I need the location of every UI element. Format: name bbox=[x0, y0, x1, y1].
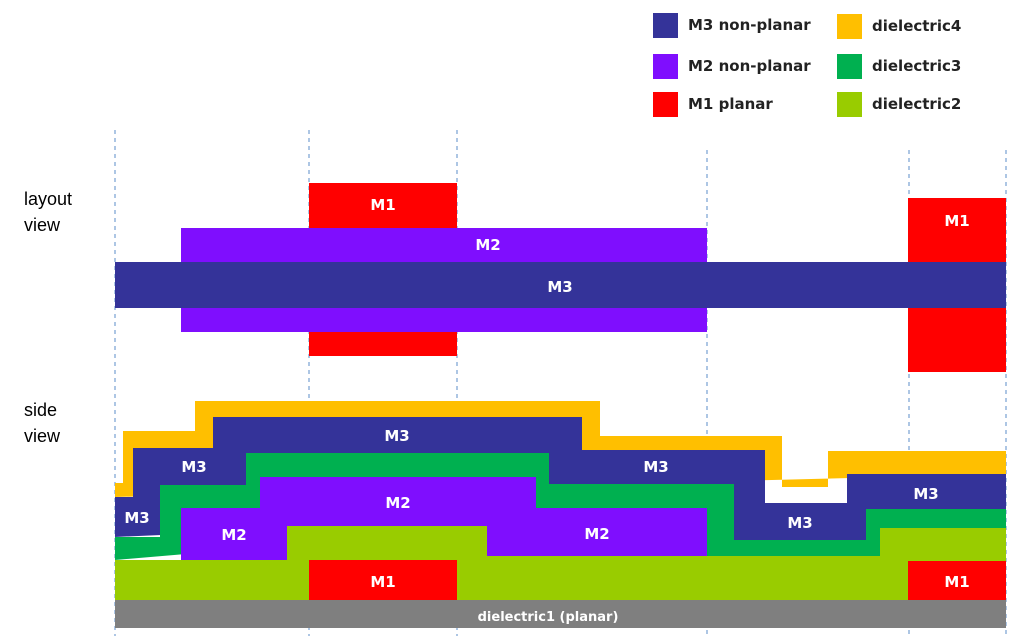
side-view-label-line2: view bbox=[24, 426, 61, 446]
legend-label: dielectric3 bbox=[872, 57, 962, 75]
m3-label-6: M3 bbox=[913, 485, 938, 503]
side-view-label-line1: side bbox=[24, 400, 58, 420]
m2-label-2: M2 bbox=[385, 494, 410, 512]
layout-view-label: layout view bbox=[24, 186, 72, 238]
m3-label-5: M3 bbox=[787, 514, 812, 532]
m2-label-3: M2 bbox=[584, 525, 609, 543]
m2-label-1: M2 bbox=[221, 526, 246, 544]
side-m1-left-label: M1 bbox=[370, 573, 395, 591]
side-m1-left bbox=[309, 560, 457, 600]
layout-m2-label: M2 bbox=[475, 236, 500, 254]
legend-swatch bbox=[837, 53, 862, 79]
layout-m3-label: M3 bbox=[547, 278, 572, 296]
legend-label: M3 non-planar bbox=[688, 16, 811, 34]
m3-label-1: M3 bbox=[124, 509, 149, 527]
legend-swatch bbox=[653, 12, 678, 38]
side-m1-right bbox=[908, 561, 1006, 600]
legend-swatch bbox=[837, 13, 862, 39]
legend-swatch bbox=[837, 91, 862, 117]
legend-item: dielectric2 bbox=[837, 91, 961, 117]
legend-item: M1 planar bbox=[653, 91, 773, 117]
legend-item: dielectric4 bbox=[837, 13, 961, 39]
legend-label: M2 non-planar bbox=[688, 57, 811, 75]
m3-label-4: M3 bbox=[643, 458, 668, 476]
layout-m3 bbox=[115, 262, 1006, 308]
dielectric1-label: dielectric1 (planar) bbox=[478, 610, 619, 625]
layout-view-label-line2: view bbox=[24, 215, 61, 235]
legend-item: dielectric3 bbox=[837, 53, 961, 79]
legend-item: M2 non-planar bbox=[653, 53, 811, 79]
legend-swatch bbox=[653, 91, 678, 117]
m3-label-3: M3 bbox=[384, 427, 409, 445]
side-m1-right-label: M1 bbox=[944, 573, 969, 591]
m3-label-2: M3 bbox=[181, 458, 206, 476]
side-view-label: side view bbox=[24, 397, 60, 449]
legend-swatch bbox=[653, 53, 678, 79]
m2-layer bbox=[181, 477, 707, 560]
layout-m1-right-label: M1 bbox=[944, 212, 969, 230]
layout-m1-left-label: M1 bbox=[370, 196, 395, 214]
layout-view: M1 M2 M3 M1 bbox=[115, 183, 1006, 372]
legend-label: dielectric2 bbox=[872, 95, 962, 113]
legend-label: M1 planar bbox=[688, 95, 773, 113]
dielectric1-layer bbox=[115, 600, 1006, 628]
layout-view-label-line1: layout bbox=[24, 189, 73, 209]
legend-item: M3 non-planar bbox=[653, 12, 811, 38]
legend-label: dielectric4 bbox=[872, 17, 962, 35]
side-view: M3 M3 M3 M3 M3 M3 M2 M2 M2 M1 M1 dielect… bbox=[115, 401, 1006, 628]
